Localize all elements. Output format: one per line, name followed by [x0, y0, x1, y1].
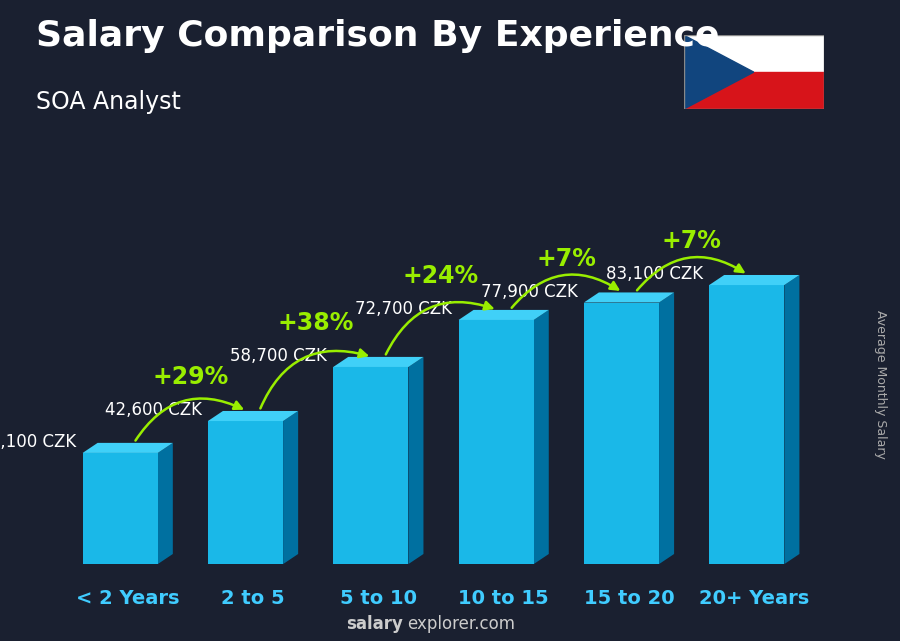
Text: +7%: +7%: [662, 229, 722, 253]
Text: 83,100 CZK: 83,100 CZK: [606, 265, 703, 283]
Polygon shape: [709, 275, 799, 285]
Bar: [333, 367, 409, 564]
Bar: [584, 303, 659, 564]
Polygon shape: [158, 443, 173, 564]
Text: SOA Analyst: SOA Analyst: [36, 90, 181, 113]
Text: 77,900 CZK: 77,900 CZK: [481, 283, 578, 301]
Bar: [709, 285, 785, 564]
Text: +24%: +24%: [403, 264, 479, 288]
Bar: [208, 421, 284, 564]
Text: 58,700 CZK: 58,700 CZK: [230, 347, 327, 365]
Text: 15 to 20: 15 to 20: [584, 588, 674, 608]
Bar: [684, 72, 824, 109]
Polygon shape: [458, 310, 549, 320]
Polygon shape: [409, 357, 424, 564]
Polygon shape: [534, 310, 549, 564]
Polygon shape: [684, 35, 754, 109]
Text: 42,600 CZK: 42,600 CZK: [104, 401, 202, 419]
Polygon shape: [284, 411, 298, 564]
Polygon shape: [83, 443, 173, 453]
Polygon shape: [584, 292, 674, 303]
Text: < 2 Years: < 2 Years: [76, 588, 179, 608]
Polygon shape: [659, 292, 674, 564]
Text: Average Monthly Salary: Average Monthly Salary: [874, 310, 886, 459]
Text: explorer.com: explorer.com: [407, 615, 515, 633]
Polygon shape: [208, 411, 298, 421]
Polygon shape: [333, 357, 424, 367]
Polygon shape: [785, 275, 799, 564]
Bar: [458, 320, 534, 564]
Text: +7%: +7%: [536, 247, 597, 271]
Text: 20+ Years: 20+ Years: [699, 588, 809, 608]
Text: +38%: +38%: [277, 312, 354, 335]
Text: salary: salary: [346, 615, 403, 633]
Text: 72,700 CZK: 72,700 CZK: [356, 300, 453, 318]
Text: Salary Comparison By Experience: Salary Comparison By Experience: [36, 19, 719, 53]
Text: 10 to 15: 10 to 15: [458, 588, 549, 608]
Text: +29%: +29%: [152, 365, 229, 389]
Bar: [684, 35, 824, 72]
Text: 2 to 5: 2 to 5: [221, 588, 284, 608]
Text: 5 to 10: 5 to 10: [340, 588, 417, 608]
Bar: [83, 453, 158, 564]
Text: 33,100 CZK: 33,100 CZK: [0, 433, 76, 451]
